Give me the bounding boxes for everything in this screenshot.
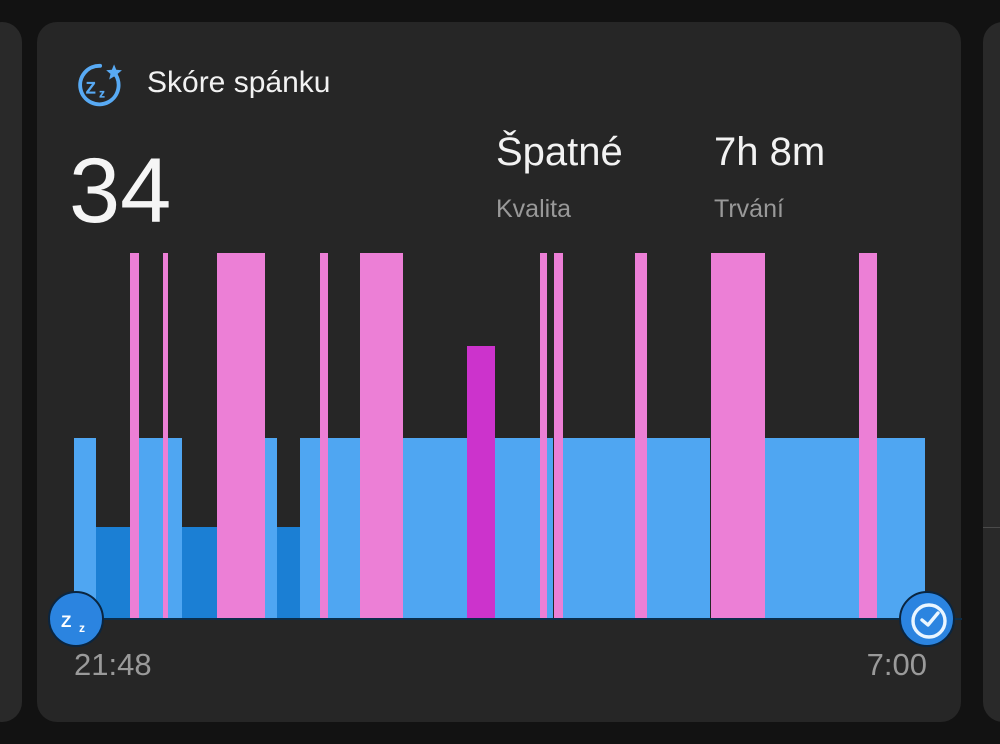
svg-text:z: z <box>79 621 85 635</box>
svg-text:Z: Z <box>61 612 71 631</box>
